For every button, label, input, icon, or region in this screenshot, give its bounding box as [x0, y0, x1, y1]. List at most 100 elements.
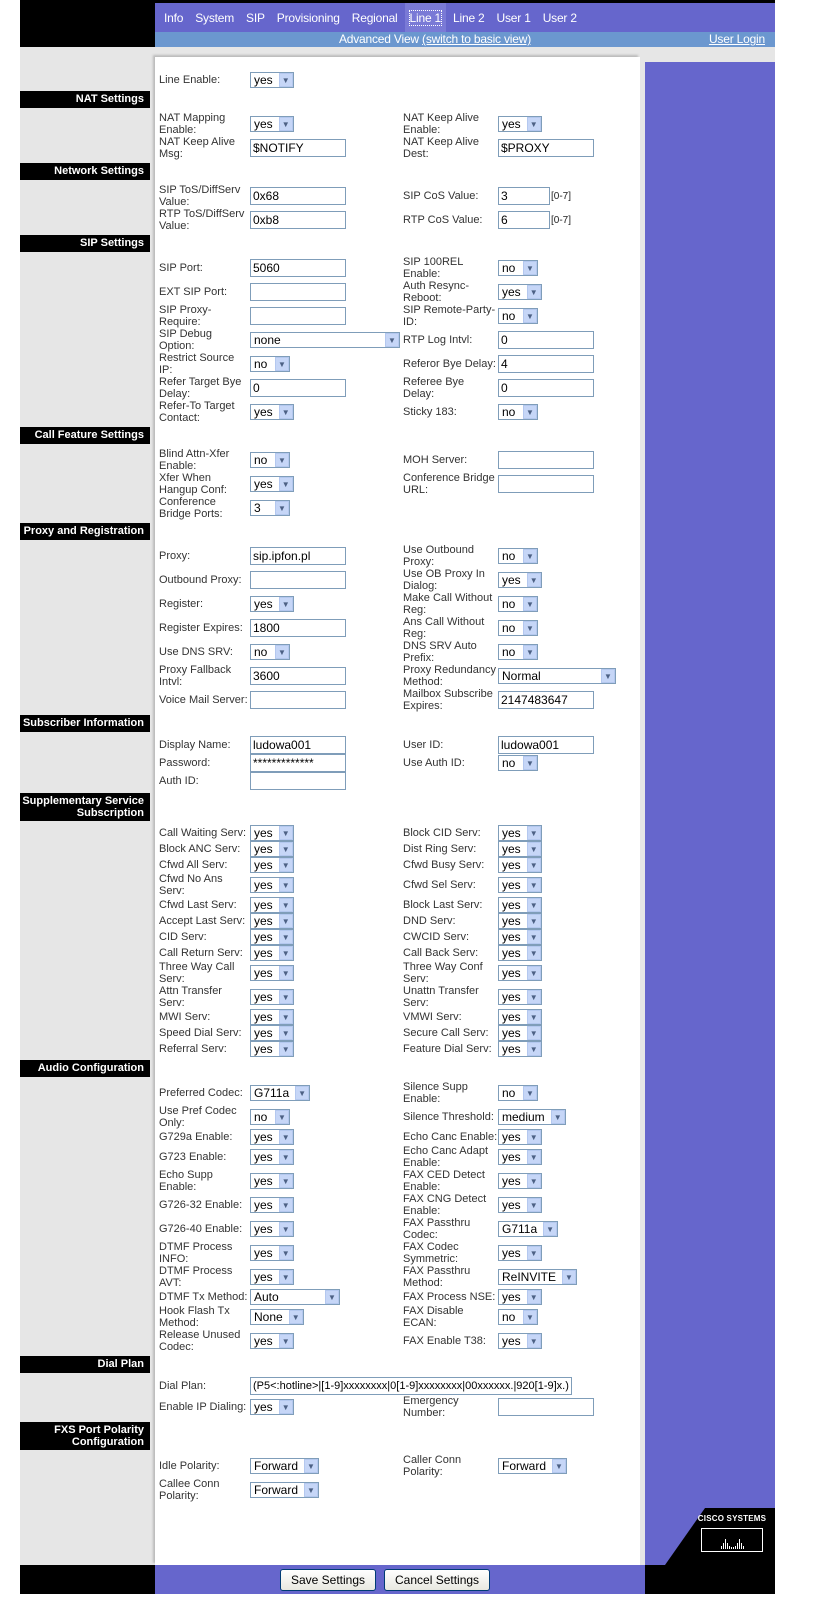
- chevron-down-icon[interactable]: ▼: [278, 826, 293, 840]
- outbound-proxy-input[interactable]: [250, 571, 346, 589]
- g726-32-enable-select[interactable]: yes ▼: [250, 1197, 294, 1213]
- chevron-down-icon[interactable]: ▼: [278, 1198, 293, 1212]
- fax-passthru-method-select[interactable]: ReINVITE ▼: [498, 1269, 578, 1285]
- release-unused-codec-select[interactable]: yes ▼: [250, 1333, 294, 1349]
- ext-sip-port-input[interactable]: [250, 283, 346, 301]
- tab-user-2[interactable]: User 2: [538, 3, 582, 32]
- chevron-down-icon[interactable]: ▼: [275, 501, 289, 515]
- chevron-down-icon[interactable]: ▼: [275, 453, 289, 467]
- sip-cos-value-input[interactable]: 3: [498, 187, 550, 205]
- chevron-down-icon[interactable]: ▼: [526, 966, 541, 980]
- fax-disable-ecan-select[interactable]: no ▼: [498, 1309, 538, 1325]
- referral-serv-select[interactable]: yes ▼: [250, 1041, 294, 1057]
- mailbox-subscribe-expires-input[interactable]: 2147483647: [498, 691, 594, 709]
- tab-user-1[interactable]: User 1: [492, 3, 536, 32]
- password-input[interactable]: *************: [250, 754, 346, 772]
- chevron-down-icon[interactable]: ▼: [278, 946, 293, 960]
- nat-mapping-enable-select[interactable]: yes ▼: [250, 116, 294, 132]
- chevron-down-icon[interactable]: ▼: [278, 477, 293, 491]
- block-last-serv-select[interactable]: yes ▼: [498, 897, 542, 913]
- chevron-down-icon[interactable]: ▼: [526, 285, 541, 299]
- chevron-down-icon[interactable]: ▼: [295, 1086, 310, 1100]
- chevron-down-icon[interactable]: ▼: [526, 1290, 541, 1304]
- silence-supp-enable-select[interactable]: no ▼: [498, 1085, 538, 1101]
- accept-last-serv-select[interactable]: yes ▼: [250, 913, 294, 929]
- refer-to-target-contact-select[interactable]: yes ▼: [250, 404, 294, 420]
- feature-dial-serv-select[interactable]: yes ▼: [498, 1041, 542, 1057]
- proxy-redundancy-method-select[interactable]: Normal ▼: [498, 668, 616, 684]
- fax-cng-detect-enable-select[interactable]: yes ▼: [498, 1197, 542, 1213]
- cfwd-all-serv-select[interactable]: yes ▼: [250, 857, 294, 873]
- chevron-down-icon[interactable]: ▼: [526, 1010, 541, 1024]
- use-auth-id-select[interactable]: no ▼: [498, 755, 538, 771]
- enable-ip-dialing-select[interactable]: yes ▼: [250, 1399, 294, 1415]
- chevron-down-icon[interactable]: ▼: [278, 1222, 293, 1236]
- callee-conn-polarity-select[interactable]: Forward ▼: [250, 1482, 320, 1498]
- sip-debug-option-select[interactable]: none ▼: [250, 332, 400, 348]
- g729a-enable-select[interactable]: yes ▼: [250, 1129, 294, 1145]
- fax-passthru-codec-select[interactable]: G711a ▼: [498, 1221, 559, 1237]
- chevron-down-icon[interactable]: ▼: [275, 1110, 289, 1124]
- rtp-cos-value-input[interactable]: 6: [498, 211, 550, 229]
- chevron-down-icon[interactable]: ▼: [278, 597, 293, 611]
- speed-dial-serv-select[interactable]: yes ▼: [250, 1025, 294, 1041]
- chevron-down-icon[interactable]: ▼: [526, 898, 541, 912]
- chevron-down-icon[interactable]: ▼: [304, 1459, 319, 1473]
- echo-canc-enable-select[interactable]: yes ▼: [498, 1129, 542, 1145]
- chevron-down-icon[interactable]: ▼: [526, 930, 541, 944]
- g723-enable-select[interactable]: yes ▼: [250, 1149, 294, 1165]
- chevron-down-icon[interactable]: ▼: [526, 990, 541, 1004]
- echo-canc-adapt-enable-select[interactable]: yes ▼: [498, 1149, 542, 1165]
- switch-basic-view-link[interactable]: (switch to basic view): [422, 32, 531, 46]
- save-settings-button[interactable]: Save Settings: [279, 1568, 376, 1591]
- call-waiting-serv-select[interactable]: yes ▼: [250, 825, 294, 841]
- echo-supp-enable-select[interactable]: yes ▼: [250, 1173, 294, 1189]
- conference-bridge-ports-select[interactable]: 3 ▼: [250, 500, 290, 516]
- dial-plan-input[interactable]: (P5<:hotline>|[1-9]xxxxxxxx|0[1-9]xxxxxx…: [250, 1377, 572, 1395]
- chevron-down-icon[interactable]: ▼: [526, 842, 541, 856]
- secure-call-serv-select[interactable]: yes ▼: [498, 1025, 542, 1041]
- chevron-down-icon[interactable]: ▼: [278, 117, 293, 131]
- chevron-down-icon[interactable]: ▼: [526, 946, 541, 960]
- chevron-down-icon[interactable]: ▼: [562, 1270, 577, 1284]
- dtmf-tx-method-select[interactable]: Auto ▼: [250, 1289, 340, 1305]
- cwcid-serv-select[interactable]: yes ▼: [498, 929, 542, 945]
- chevron-down-icon[interactable]: ▼: [526, 1334, 541, 1348]
- chevron-down-icon[interactable]: ▼: [526, 1174, 541, 1188]
- chevron-down-icon[interactable]: ▼: [278, 405, 293, 419]
- call-back-serv-select[interactable]: yes ▼: [498, 945, 542, 961]
- block-cid-serv-select[interactable]: yes ▼: [498, 825, 542, 841]
- xfer-when-hangup-conf-select[interactable]: yes ▼: [250, 476, 294, 492]
- chevron-down-icon[interactable]: ▼: [325, 1290, 339, 1304]
- dist-ring-serv-select[interactable]: yes ▼: [498, 841, 542, 857]
- idle-polarity-select[interactable]: Forward ▼: [250, 1458, 320, 1474]
- unattn-transfer-serv-select[interactable]: yes ▼: [498, 989, 542, 1005]
- chevron-down-icon[interactable]: ▼: [550, 1110, 565, 1124]
- use-outbound-proxy-select[interactable]: no ▼: [498, 548, 538, 564]
- tab-regional[interactable]: Regional: [347, 3, 403, 32]
- call-return-serv-select[interactable]: yes ▼: [250, 945, 294, 961]
- dnd-serv-select[interactable]: yes ▼: [498, 913, 542, 929]
- line-enable-select[interactable]: yes ▼: [250, 72, 294, 88]
- chevron-down-icon[interactable]: ▼: [275, 645, 289, 659]
- dtmf-process-info-select[interactable]: yes ▼: [250, 1245, 294, 1261]
- chevron-down-icon[interactable]: ▼: [278, 1270, 293, 1284]
- sticky-183-select[interactable]: no ▼: [498, 404, 538, 420]
- chevron-down-icon[interactable]: ▼: [526, 117, 541, 131]
- chevron-down-icon[interactable]: ▼: [288, 1310, 303, 1324]
- tab-line-2[interactable]: Line 2: [448, 3, 490, 32]
- sip-tos-diffserv-value-input[interactable]: 0x68: [250, 187, 346, 205]
- moh-server-input[interactable]: [498, 451, 594, 469]
- chevron-down-icon[interactable]: ▼: [543, 1222, 558, 1236]
- chevron-down-icon[interactable]: ▼: [278, 966, 293, 980]
- emergency-number-input[interactable]: [498, 1398, 594, 1416]
- chevron-down-icon[interactable]: ▼: [526, 1042, 541, 1056]
- refer-target-bye-delay-input[interactable]: 0: [250, 379, 346, 397]
- voice-mail-server-input[interactable]: [250, 691, 346, 709]
- tab-line-1[interactable]: Line 1: [404, 3, 447, 32]
- use-pref-codec-only-select[interactable]: no ▼: [250, 1109, 290, 1125]
- restrict-source-ip-select[interactable]: no ▼: [250, 356, 290, 372]
- chevron-down-icon[interactable]: ▼: [278, 930, 293, 944]
- caller-conn-polarity-select[interactable]: Forward ▼: [498, 1458, 568, 1474]
- silence-threshold-select[interactable]: medium ▼: [498, 1109, 566, 1125]
